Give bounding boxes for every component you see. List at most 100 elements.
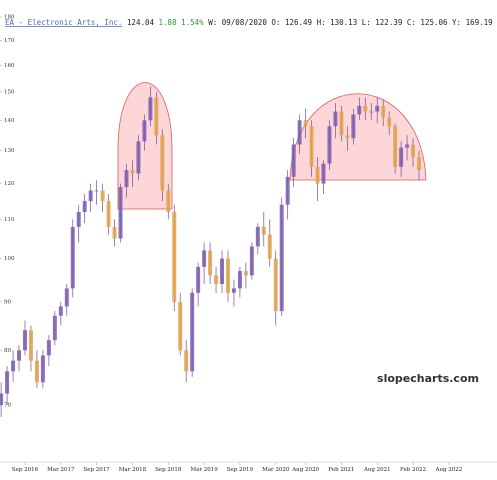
candle-body — [220, 258, 225, 284]
y-tick-label: 70 — [4, 403, 11, 409]
candle-body — [64, 288, 69, 307]
candle-body — [82, 201, 87, 212]
y-tick-label: 140 — [4, 118, 15, 124]
candle-body — [76, 211, 81, 227]
candle-body — [40, 355, 45, 383]
candle-body — [118, 187, 123, 239]
plot — [0, 86, 422, 418]
x-tick-label: Aug 2022 — [434, 467, 462, 473]
ohlc-details: W: 09/08/2020 O: 126.49 H: 130.13 L: 122… — [208, 18, 492, 27]
x-tick-label: Feb 2021 — [328, 467, 354, 473]
candle-body — [154, 97, 159, 136]
candle-body — [381, 105, 386, 118]
candle-body — [17, 350, 22, 361]
candle-body — [58, 306, 63, 316]
candle-body — [273, 258, 278, 312]
candle-body — [399, 147, 404, 167]
candle-body — [166, 190, 171, 212]
last-price: 124.04 — [127, 18, 155, 27]
candle-body — [363, 105, 368, 112]
candle-body — [291, 144, 296, 177]
candle-body — [178, 301, 183, 351]
x-tick-label: Aug 2020 — [291, 467, 319, 473]
y-tick-label: 180 — [4, 15, 15, 21]
candle-body — [249, 246, 254, 276]
x-tick-label: Sep 2019 — [227, 467, 254, 473]
candle-body — [28, 330, 33, 361]
candle-body — [190, 292, 195, 372]
candle-body — [70, 226, 75, 289]
candle-body — [130, 170, 135, 174]
candle-body — [387, 117, 392, 127]
y-tick-label: 100 — [4, 256, 15, 262]
candle-body — [345, 135, 350, 139]
watermark: slopecharts.com — [377, 372, 479, 385]
y-tick-label: 90 — [4, 299, 11, 305]
candle-body — [285, 176, 290, 205]
candle-body — [231, 288, 236, 293]
candle-body — [148, 97, 153, 121]
x-tick-label: Mar 2017 — [47, 467, 75, 473]
candle-body — [315, 166, 320, 184]
candle-body — [243, 271, 248, 276]
candle-body — [369, 111, 374, 113]
candle-body — [136, 141, 141, 174]
x-tick-label: Aug 2021 — [363, 467, 391, 473]
candle-body — [52, 315, 57, 341]
candle-body — [196, 266, 201, 293]
ticker-name[interactable]: EA - Electronic Arts, Inc. — [5, 18, 122, 27]
y-tick-label: 170 — [4, 38, 15, 44]
candle-body — [124, 170, 129, 188]
candle-body — [333, 111, 338, 127]
candle-body — [339, 111, 344, 136]
x-tick-label: Mar 2019 — [190, 467, 218, 473]
candle-body — [160, 135, 165, 191]
header: EA - Electronic Arts, Inc. 124.04 1.88 1… — [5, 18, 493, 27]
x-tick-label: Feb 2022 — [400, 467, 426, 473]
candle-body — [214, 275, 219, 284]
candle-body — [321, 163, 326, 184]
candle-body — [411, 144, 416, 158]
candle-body — [88, 190, 93, 202]
candle-body — [202, 250, 207, 267]
candle-body — [303, 120, 308, 127]
candle-body — [261, 226, 266, 235]
candle-body — [405, 144, 410, 148]
candle-body — [225, 258, 230, 293]
y-tick-label: 150 — [4, 89, 15, 95]
y-tick-label: 160 — [4, 63, 15, 69]
candle-body — [172, 211, 177, 302]
candle-body — [327, 126, 332, 164]
candle-body — [0, 393, 4, 406]
candle-body — [11, 360, 16, 372]
candle-body — [417, 157, 422, 171]
candle-body — [297, 120, 302, 145]
candle-body — [94, 190, 99, 192]
x-tick-label: Mar 2018 — [119, 467, 147, 473]
candle-body — [5, 371, 10, 394]
y-tick-label: 110 — [4, 217, 15, 223]
x-tick-label: Sep 2016 — [12, 467, 39, 473]
candle-body — [46, 340, 51, 356]
x-tick-label: Sep 2018 — [155, 467, 182, 473]
pattern-arc — [117, 82, 173, 210]
candle-body — [208, 250, 213, 276]
candle-body — [237, 271, 242, 289]
candle-body — [142, 120, 147, 142]
candle-body — [309, 126, 314, 167]
candle-body — [23, 330, 27, 351]
price-change: 1.88 1.54% — [159, 18, 205, 27]
candle-body — [34, 360, 39, 383]
y-tick-label: 80 — [4, 348, 11, 354]
y-tick-label: 120 — [4, 181, 15, 187]
x-tick-label: Mar 2020 — [262, 467, 290, 473]
pattern-overlays — [117, 82, 427, 210]
candle-body — [357, 105, 362, 115]
candle-body — [112, 226, 117, 239]
candle-body — [255, 226, 260, 247]
candle-body — [393, 126, 398, 167]
x-tick-label: Sep 2017 — [83, 467, 110, 473]
candle-body — [100, 190, 105, 202]
